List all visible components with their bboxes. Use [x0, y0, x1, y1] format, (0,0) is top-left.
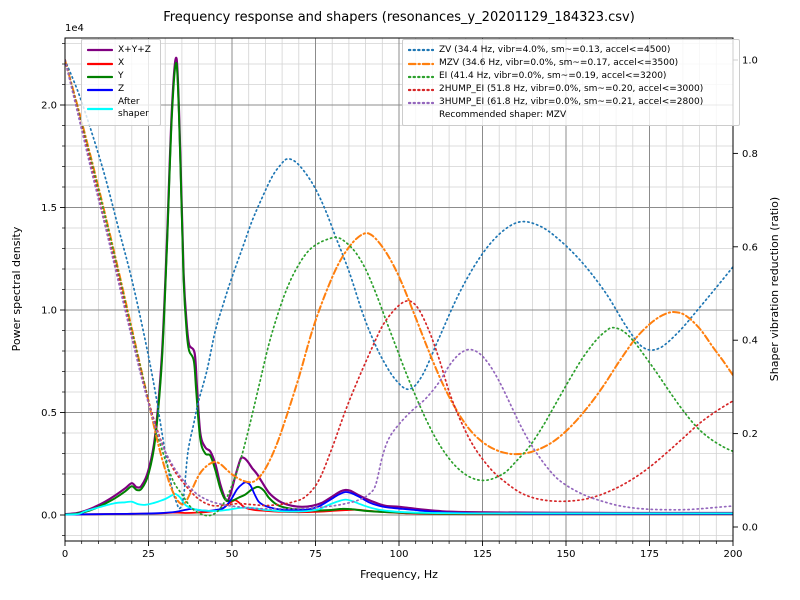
legend-shaper-item: MZV (34.6 Hz, vibr=0.0%, sm~=0.17, accel… [408, 58, 732, 70]
y-left-tick-label: 1.0 [41, 306, 57, 317]
legend-psd-item: Z [87, 84, 153, 96]
curve-after_shaper [65, 492, 733, 516]
legend-psd-label: X [118, 57, 125, 68]
y-right-tick-label: 0.4 [742, 336, 758, 347]
legend-shaper-label: MZV (34.6 Hz, vibr=0.0%, sm~=0.17, accel… [439, 57, 679, 68]
curves [65, 56, 733, 517]
legend-shaper-item: 2HUMP_EI (51.8 Hz, vibr=0.0%, sm~=0.20, … [408, 84, 732, 96]
ticks: 0 25 50 75 100 125 150 175 200 0.0 0.5 1.0 1.5 2.0 0.0… [41, 43, 758, 560]
legend-shaper-label: ZV (34.4 Hz, vibr=4.0%, sm~=0.13, accel<… [439, 44, 671, 55]
x-tick-label: 175 [640, 549, 659, 560]
chart-title: Frequency response and shapers (resonanc… [163, 10, 635, 25]
line-swatch-icon [408, 62, 434, 65]
x-tick-label: 0 [62, 549, 68, 560]
x-tick-label: 25 [142, 549, 155, 560]
x-tick-label: 100 [389, 549, 408, 560]
x-tick-label: 150 [556, 549, 575, 560]
line-swatch-icon [87, 62, 113, 65]
legend-psd-label: After shaper [118, 97, 149, 119]
line-swatch-icon [87, 49, 113, 52]
y-right-tick-label: 0.0 [742, 523, 758, 534]
curve-ei [65, 59, 733, 517]
legend-psd-item: Y [87, 71, 153, 83]
legend-psd-item: X [87, 58, 153, 70]
line-swatch-icon [408, 49, 434, 52]
curve-2hump_ei [65, 59, 733, 507]
y-right-tick-label: 0.6 [742, 242, 758, 253]
legend-shaper-label: 3HUMP_EI (61.8 Hz, vibr=0.0%, sm~=0.21, … [439, 97, 704, 108]
y-axis-label-left: Power spectral density [10, 226, 23, 351]
legend-shapers: ZV (34.4 Hz, vibr=4.0%, sm~=0.13, accel<… [402, 39, 740, 127]
legend-psd-items: X+Y+Z X Y Z After shaper [87, 45, 153, 121]
legend-psd-item: After shaper [87, 97, 153, 120]
y-axis-label-right: Shaper vibration reduction (ratio) [768, 197, 781, 381]
recommended-shaper-note: Recommended shaper: MZV [439, 110, 567, 121]
line-swatch-icon [87, 88, 113, 92]
legend-psd-label: Y [118, 70, 124, 81]
legend-shaper-label: 2HUMP_EI (51.8 Hz, vibr=0.0%, sm~=0.20, … [439, 84, 704, 95]
legend-shaper-item: EI (41.4 Hz, vibr=0.0%, sm~=0.19, accel<… [408, 71, 732, 83]
legend-shaper-item: 3HUMP_EI (61.8 Hz, vibr=0.0%, sm~=0.21, … [408, 97, 732, 109]
legend-shaper-items: ZV (34.4 Hz, vibr=4.0%, sm~=0.13, accel<… [408, 45, 732, 109]
y-left-tick-label: 1.5 [41, 203, 57, 214]
y-axis-offset-text: 1e4 [65, 23, 84, 34]
line-swatch-icon [408, 75, 434, 78]
legend-psd-label: X+Y+Z [118, 44, 151, 55]
curve-3hump_ei [65, 59, 733, 511]
line-swatch-icon [408, 88, 434, 92]
y-right-tick-label: 1.0 [742, 56, 758, 67]
y-left-tick-label: 2.0 [41, 101, 57, 112]
curve-zv [65, 59, 733, 510]
line-swatch-icon [408, 101, 434, 105]
legend-psd-item: X+Y+Z [87, 45, 153, 57]
x-axis-label: Frequency, Hz [360, 568, 438, 581]
y-right-tick-label: 0.8 [742, 149, 758, 160]
x-tick-label: 75 [309, 549, 322, 560]
line-swatch-icon [87, 75, 113, 78]
legend-psd-label: Z [118, 84, 125, 95]
legend-shaper-label: EI (41.4 Hz, vibr=0.0%, sm~=0.19, accel<… [439, 70, 667, 81]
line-swatch-icon [87, 107, 113, 111]
y-left-tick-label: 0.0 [41, 511, 57, 522]
y-left-tick-label: 0.5 [41, 408, 57, 419]
curve-mzv [65, 59, 733, 506]
legend-shaper-item: ZV (34.4 Hz, vibr=4.0%, sm~=0.13, accel<… [408, 45, 732, 57]
x-tick-label: 125 [473, 549, 492, 560]
y-right-tick-label: 0.2 [742, 429, 758, 440]
x-tick-label: 200 [723, 549, 742, 560]
curve-y [65, 61, 733, 516]
x-tick-label: 50 [226, 549, 239, 560]
legend-psd: X+Y+Z X Y Z After shaper [81, 39, 161, 127]
